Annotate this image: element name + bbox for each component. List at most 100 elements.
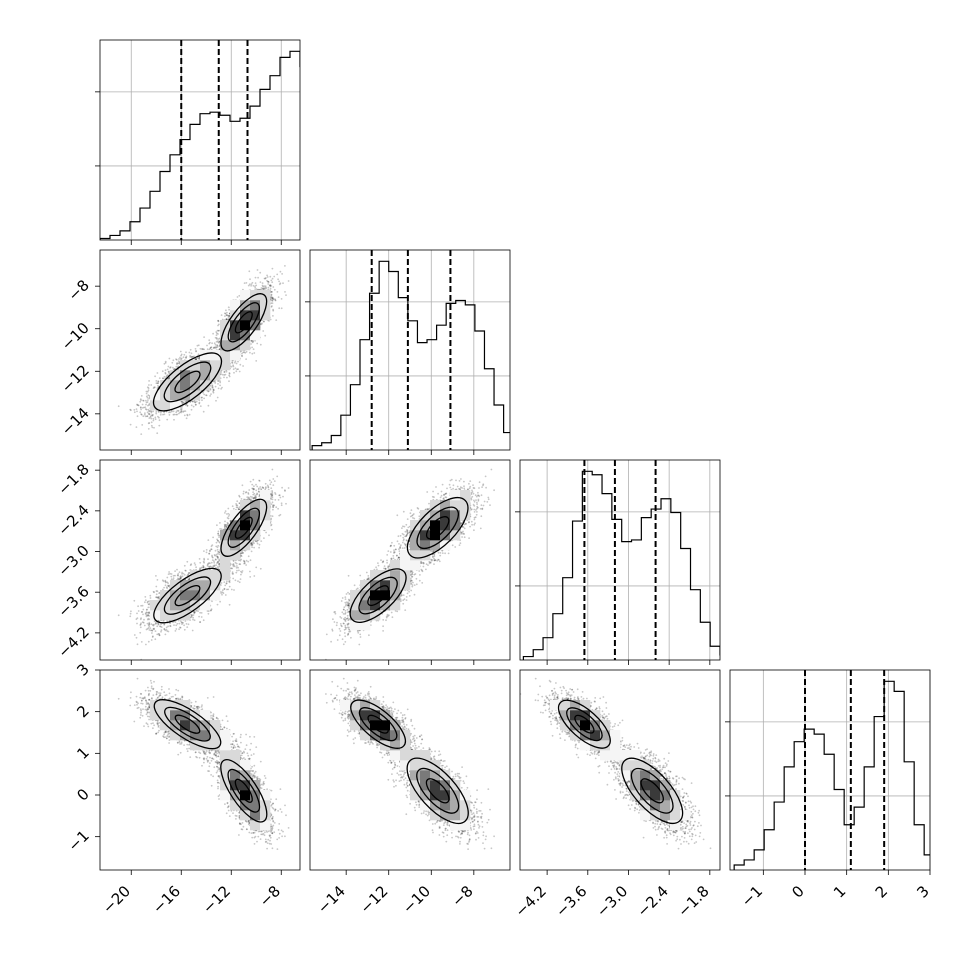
scatter-point [223, 374, 226, 376]
scatter-point [259, 271, 262, 274]
scatter-point [146, 411, 149, 414]
scatter-point [217, 383, 219, 385]
scatter-point [192, 400, 194, 403]
scatter-point [262, 330, 265, 332]
scatter-point [146, 396, 149, 399]
scatter-point [216, 344, 219, 346]
scatter-point [154, 416, 157, 419]
scatter-point [224, 315, 226, 317]
scatter-point [217, 333, 219, 335]
scatter-point [270, 279, 273, 282]
scatter-point [242, 351, 245, 354]
scatter-point [211, 386, 214, 389]
scatter-point [270, 284, 273, 287]
scatter-point [166, 418, 169, 421]
scatter-point [218, 323, 220, 326]
scatter-point [270, 302, 273, 304]
scatter-point [243, 282, 246, 284]
scatter-point [143, 406, 145, 409]
scatter-point [156, 432, 159, 435]
scatter-point [210, 346, 212, 349]
scatter-point [145, 392, 148, 395]
scatter-point [269, 296, 272, 299]
scatter-point [169, 366, 172, 368]
scatter-point [213, 346, 216, 349]
scatter-point [202, 348, 204, 350]
scatter-point [144, 408, 147, 410]
scatter-point [218, 345, 221, 348]
scatter-point [142, 399, 144, 402]
scatter-point [237, 360, 239, 363]
scatter-point [233, 371, 235, 374]
scatter-point [136, 410, 138, 413]
scatter-point [254, 276, 257, 279]
scatter-point [175, 358, 177, 360]
scatter-point [250, 339, 253, 342]
scatter-point [139, 398, 142, 400]
scatter-point [202, 410, 205, 413]
scatter-point [191, 400, 194, 402]
scatter-point [215, 334, 218, 337]
scatter-point [172, 368, 175, 371]
scatter-point [144, 412, 146, 414]
scatter-point [155, 411, 158, 413]
scatter-point [163, 362, 166, 365]
scatter-point [166, 368, 169, 371]
scatter-point [206, 348, 209, 351]
scatter-point [177, 362, 180, 365]
scatter-point [161, 370, 164, 373]
scatter-point [141, 403, 144, 406]
scatter-point [199, 347, 202, 350]
scatter-point [180, 354, 183, 357]
scatter-point [220, 373, 222, 376]
scatter-point [148, 397, 151, 400]
scatter-point [190, 352, 193, 355]
scatter-point [180, 353, 183, 356]
scatter-point [263, 287, 266, 290]
scatter-point [250, 284, 253, 287]
scatter-point [147, 394, 150, 396]
scatter-point [271, 297, 274, 300]
scatter-point [267, 280, 269, 283]
scatter-point [136, 404, 139, 406]
scatter-point [278, 280, 280, 283]
scatter-point [215, 340, 218, 343]
scatter-point [198, 357, 201, 360]
scatter-point [145, 390, 148, 393]
scatter-point [217, 320, 220, 323]
scatter-point [271, 267, 274, 270]
scatter-point [168, 411, 170, 414]
scatter-point [139, 406, 142, 409]
scatter-point [262, 320, 265, 323]
scatter-point [215, 331, 218, 333]
scatter-point [140, 395, 143, 397]
scatter-point [167, 370, 170, 373]
scatter-point [245, 358, 248, 360]
scatter-point [235, 370, 238, 373]
scatter-point [231, 361, 233, 364]
histogram-panel-3 [725, 669, 931, 871]
scatter-point [155, 380, 158, 382]
scatter-point [259, 281, 262, 283]
scatter-point [228, 308, 231, 311]
scatter-point [281, 273, 283, 275]
scatter-point [263, 287, 265, 290]
scatter-point [221, 373, 224, 376]
scatter-point [234, 361, 236, 364]
scatter-point [155, 412, 158, 415]
scatter-point [213, 389, 215, 392]
scatter-point [201, 399, 203, 402]
scatter-point [245, 350, 248, 353]
scatter-point [272, 298, 275, 300]
scatter-point [175, 358, 178, 361]
scatter-point [270, 293, 273, 296]
scatter-point [180, 410, 183, 412]
scatter-point [157, 415, 159, 418]
scatter-point [221, 318, 224, 321]
scatter-point [140, 399, 142, 402]
scatter-point [143, 413, 146, 416]
scatter-point [260, 287, 263, 289]
scatter-point [250, 283, 253, 285]
scatter-point [201, 347, 203, 350]
